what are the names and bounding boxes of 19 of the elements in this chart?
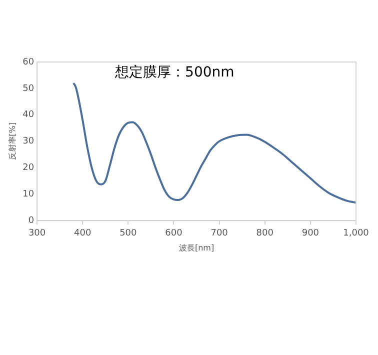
line-series	[72, 82, 356, 204]
x-tick-label: 400	[74, 228, 92, 238]
y-tick-label: 0	[28, 216, 34, 226]
x-tick-label: 700	[210, 228, 228, 238]
y-axis-title: 反射率[%]	[8, 122, 17, 160]
x-tick-label: 800	[256, 228, 274, 238]
annotation: 想定膜厚：500nm	[114, 64, 234, 81]
y-tick-label: 30	[22, 136, 34, 147]
y-tick-label: 40	[22, 110, 34, 120]
y-tick-label: 20	[22, 163, 34, 174]
x-axis-title: 波長[nm]	[178, 243, 214, 252]
x-tick-label: 500	[120, 228, 138, 238]
y-tick-label: 50	[22, 84, 34, 94]
y-tick-label: 60	[22, 57, 34, 68]
x-tick-label: 1,000	[343, 228, 370, 238]
x-tick-label: 600	[165, 228, 183, 238]
y-tick-label: 10	[22, 190, 34, 200]
x-tick-label: 300	[28, 228, 46, 238]
x-tick-label: 900	[302, 228, 320, 238]
